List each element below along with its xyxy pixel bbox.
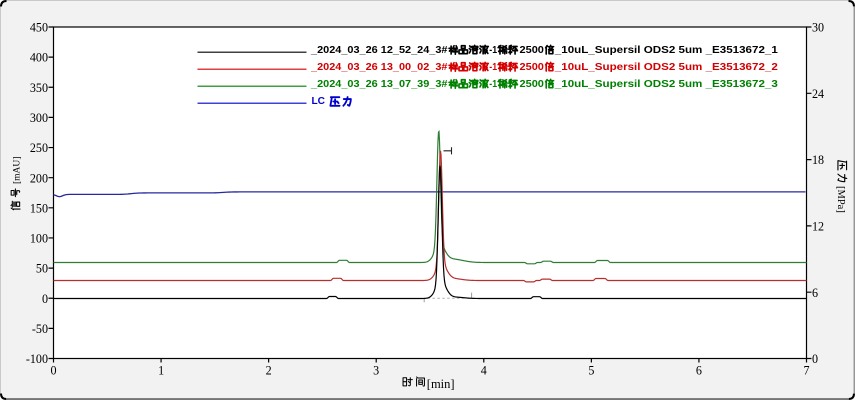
svg-text:[MPa]: [MPa] xyxy=(835,186,846,213)
svg-text:250: 250 xyxy=(30,141,48,155)
svg-text:_10uL_Supersil ODS2 5um _E3513: _10uL_Supersil ODS2 5um _E3513672_2 xyxy=(554,61,778,73)
svg-text:3: 3 xyxy=(373,364,379,378)
svg-text:100: 100 xyxy=(30,232,48,246)
svg-text:30: 30 xyxy=(812,21,824,35)
svg-text:2500: 2500 xyxy=(520,44,545,56)
svg-text:-1: -1 xyxy=(489,61,497,73)
svg-text:6: 6 xyxy=(696,364,702,378)
svg-text:_2024_03_26 12_52_24_3#: _2024_03_26 12_52_24_3# xyxy=(310,44,448,56)
svg-text:2500: 2500 xyxy=(520,61,545,73)
svg-text:24: 24 xyxy=(812,87,824,101)
svg-text:450: 450 xyxy=(30,21,48,35)
svg-text:7: 7 xyxy=(803,364,809,378)
svg-text:1: 1 xyxy=(158,364,164,378)
svg-text:-1: -1 xyxy=(489,44,497,56)
svg-text:[min]: [min] xyxy=(427,377,455,391)
svg-text:_2024_03_26 13_07_39_3#: _2024_03_26 13_07_39_3# xyxy=(310,78,448,90)
svg-text:-100: -100 xyxy=(26,352,48,366)
svg-text:350: 350 xyxy=(30,81,48,95)
svg-text:5: 5 xyxy=(588,364,594,378)
svg-text:2: 2 xyxy=(266,364,272,378)
svg-text:150: 150 xyxy=(30,201,48,215)
svg-text:12: 12 xyxy=(812,220,824,234)
svg-text:200: 200 xyxy=(30,171,48,185)
svg-text:-50: -50 xyxy=(32,322,48,336)
svg-text:_10uL_Supersil ODS2 5um _E3513: _10uL_Supersil ODS2 5um _E3513672_3 xyxy=(554,78,778,90)
svg-text:400: 400 xyxy=(30,51,48,65)
svg-text:18: 18 xyxy=(812,153,824,167)
svg-text:0: 0 xyxy=(812,352,818,366)
svg-text:[mAU]: [mAU] xyxy=(13,157,23,184)
svg-text:300: 300 xyxy=(30,111,48,125)
svg-text:_2024_03_26 13_00_02_3#: _2024_03_26 13_00_02_3# xyxy=(310,61,448,73)
svg-text:0: 0 xyxy=(42,292,48,306)
svg-text:50: 50 xyxy=(36,262,48,276)
svg-text:_10uL_Supersil ODS2 5um _E3513: _10uL_Supersil ODS2 5um _E3513672_1 xyxy=(554,44,778,56)
svg-text:4: 4 xyxy=(481,364,487,378)
svg-text:LC: LC xyxy=(312,95,326,107)
svg-text:0: 0 xyxy=(50,364,56,378)
svg-text:2500: 2500 xyxy=(520,78,545,90)
svg-text:-1: -1 xyxy=(489,78,497,90)
svg-text:6: 6 xyxy=(812,286,818,300)
